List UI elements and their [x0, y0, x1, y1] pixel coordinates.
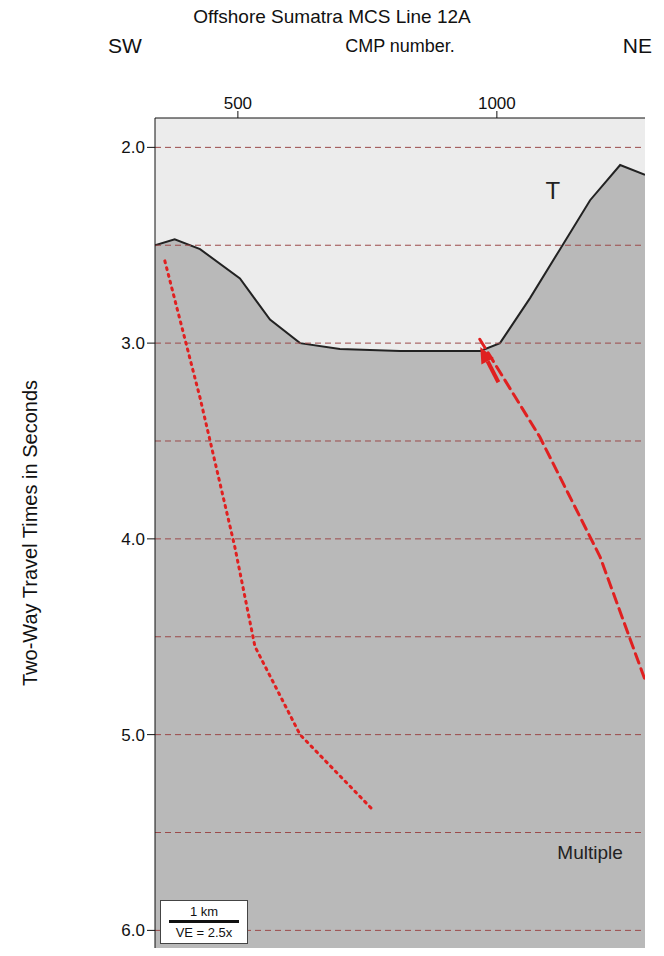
html-text:VE = 2.5x: VE = 2.5x	[175, 925, 233, 940]
html-text:SW: SW	[108, 34, 142, 57]
svg-text:500: 500	[224, 94, 252, 113]
svg-text:Multiple: Multiple	[557, 842, 622, 863]
svg-text:4.0: 4.0	[121, 530, 145, 549]
svg-text:Two-Way Travel Times in Second: Two-Way Travel Times in Seconds	[19, 380, 41, 686]
html-text:Offshore Sumatra MCS Line 12A: Offshore Sumatra MCS Line 12A	[193, 6, 471, 27]
svg-text:1000: 1000	[478, 94, 516, 113]
svg-text:6.0: 6.0	[121, 921, 145, 940]
svg-text:3.0: 3.0	[121, 334, 145, 353]
svg-text:T: T	[545, 177, 560, 204]
svg-text:5.0: 5.0	[121, 726, 145, 745]
html-text:1 km: 1 km	[189, 904, 219, 919]
html-text:NE: NE	[622, 34, 652, 57]
svg-text:2.0: 2.0	[121, 138, 145, 157]
html-text:CMP number.: CMP number.	[345, 36, 455, 56]
